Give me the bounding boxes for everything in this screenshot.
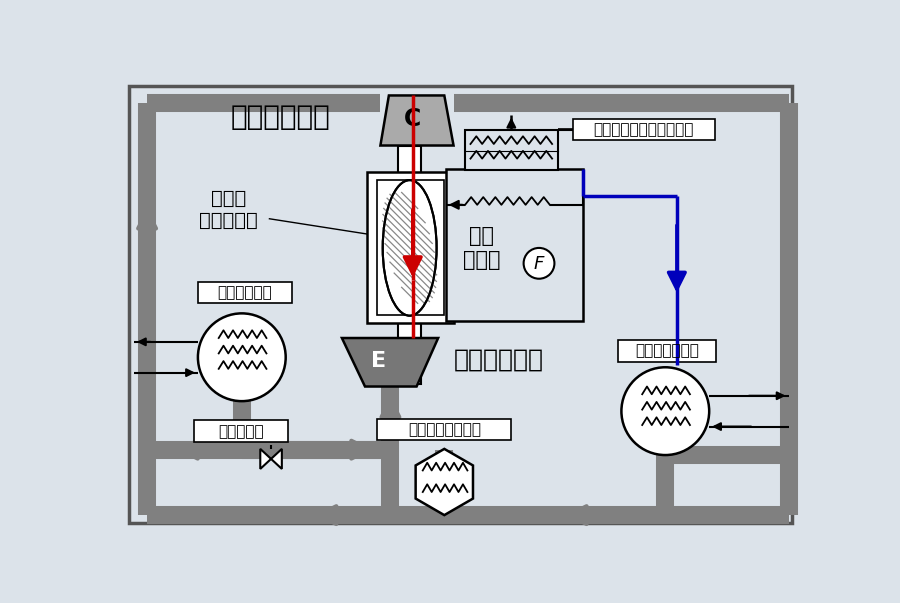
Text: ブラインクーラ: ブラインクーラ [634, 344, 698, 359]
Bar [573, 119, 716, 140]
Text: コンプレッサ: コンプレッサ [230, 103, 330, 131]
Text: F: F [534, 255, 544, 273]
Text: モータ冷却用ラジエータ: モータ冷却用ラジエータ [594, 122, 694, 137]
Text: バランス弁: バランス弁 [218, 424, 264, 438]
Polygon shape [381, 95, 454, 145]
Text: 冷却
ファン: 冷却 ファン [463, 226, 500, 270]
Circle shape [524, 248, 554, 279]
Text: 膨張タービン: 膨張タービン [454, 347, 544, 371]
Text: モータ
（駅動源）: モータ （駅動源） [199, 189, 258, 230]
Bar [398, 145, 421, 384]
Circle shape [621, 367, 709, 455]
Text: E: E [371, 351, 386, 371]
Text: C: C [404, 107, 421, 131]
Polygon shape [416, 449, 473, 515]
Polygon shape [271, 449, 282, 469]
Polygon shape [342, 338, 438, 387]
Bar [198, 282, 292, 303]
Bar [194, 420, 288, 442]
Text: 水冷熱交換器: 水冷熱交換器 [218, 285, 273, 300]
Bar [367, 172, 454, 323]
Bar [465, 130, 557, 170]
Bar [617, 340, 716, 362]
Bar [376, 180, 445, 315]
Bar [376, 419, 511, 440]
Bar [446, 169, 583, 321]
Circle shape [198, 314, 285, 401]
Ellipse shape [382, 180, 436, 316]
Text: 排熱回収熱交換器: 排熱回収熱交換器 [408, 422, 481, 437]
Polygon shape [260, 449, 271, 469]
